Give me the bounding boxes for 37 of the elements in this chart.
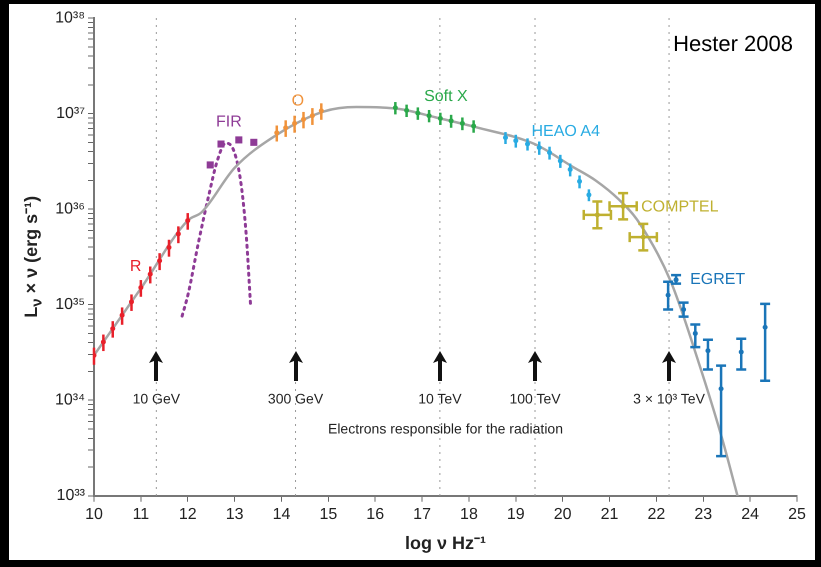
ref-line-label: 300 GeV — [268, 390, 324, 407]
ref-line-label: 100 TeV — [509, 390, 562, 407]
series-label: R — [130, 258, 142, 275]
x-tick-label: 24 — [741, 506, 760, 523]
x-tick-label: 14 — [272, 506, 290, 523]
ref-line-label: 3 × 10³ TeV — [633, 390, 706, 407]
x-tick-label: 15 — [319, 506, 338, 523]
x-tick-label: 18 — [460, 506, 478, 523]
x-tick-label: 25 — [788, 506, 806, 523]
y-tick-label: 10³⁵ — [55, 296, 85, 314]
y-tick-label: 10³⁴ — [55, 392, 86, 409]
x-tick-label: 20 — [554, 506, 572, 523]
x-tick-label: 17 — [413, 506, 432, 523]
ref-line-label: 10 TeV — [418, 390, 462, 407]
series-label: Soft X — [424, 88, 468, 106]
x-tick-label: 13 — [226, 506, 244, 523]
y-tick-label: 10³⁸ — [55, 9, 85, 26]
x-tick-label: 23 — [694, 506, 712, 523]
series-label: EGRET — [690, 271, 746, 288]
y-tick-label: 10³⁷ — [56, 104, 86, 122]
x-tick-label: 22 — [648, 506, 666, 523]
series-label: O — [292, 92, 304, 110]
x-tick-label: 16 — [366, 506, 384, 523]
x-tick-label: 11 — [132, 506, 150, 523]
x-tick-label: 21 — [600, 506, 619, 523]
y-tick-label: 10³⁶ — [55, 200, 85, 218]
ref-line-label: 10 GeV — [132, 390, 181, 407]
series-label: FIR — [216, 113, 242, 130]
y-tick-label: 10³³ — [56, 487, 86, 504]
x-tick-label: 10 — [85, 506, 103, 523]
series-label: HEAO A4 — [531, 123, 600, 140]
x-axis-title: log ν Hz⁻¹ — [405, 532, 486, 554]
series-label: COMPTEL — [641, 198, 719, 216]
x-tick-label: 12 — [178, 506, 197, 523]
annotation: Electrons responsible for the radiation — [328, 420, 564, 437]
annotation: Hester 2008 — [673, 31, 793, 56]
x-tick-label: 19 — [506, 506, 525, 523]
